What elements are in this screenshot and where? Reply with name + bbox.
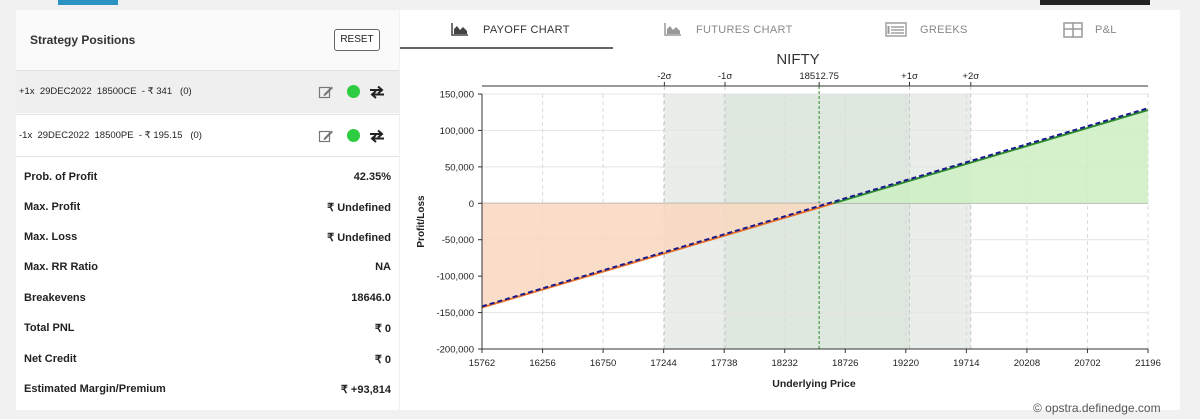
- stat-value: 42.35%: [353, 171, 391, 183]
- position-label: -1x 29DEC2022 18500PE - ₹ 195.15 (0): [19, 130, 202, 141]
- x-tick-label: 16256: [529, 358, 555, 369]
- sigma-label: -2σ: [657, 71, 671, 82]
- edit-icon[interactable]: [318, 128, 334, 144]
- sigma-label: +1σ: [901, 71, 918, 82]
- stat-total-pnl: Total PNL ₹ 0: [16, 313, 399, 343]
- tab-label: GREEKS: [920, 24, 968, 36]
- x-tick-label: 21196: [1135, 358, 1161, 369]
- x-tick-label: 17738: [711, 358, 737, 369]
- stat-max-loss: Max. Loss ₹ Undefined: [16, 222, 399, 252]
- tab-payoff-chart[interactable]: PAYOFF CHART: [400, 10, 613, 49]
- y-tick-label: -100,000: [436, 272, 474, 283]
- x-tick-label: 20208: [1014, 358, 1040, 369]
- y-tick-label: -50,000: [442, 235, 474, 246]
- y-tick-label: -200,000: [436, 345, 474, 356]
- edit-icon[interactable]: [318, 84, 334, 100]
- top-nav-tab[interactable]: [58, 0, 118, 5]
- stat-breakevens: Breakevens 18646.0: [16, 283, 399, 313]
- table-icon: [1063, 22, 1083, 38]
- stat-value: ₹ 0: [374, 354, 391, 366]
- strategy-header: Strategy Positions RESET: [16, 10, 399, 70]
- stat-net-credit: Net Credit ₹ 0: [16, 344, 399, 374]
- x-tick-label: 15762: [469, 358, 495, 369]
- stat-label: Max. Profit: [24, 201, 81, 213]
- stat-value: ₹ Undefined: [327, 232, 391, 244]
- tab-greeks[interactable]: GREEKS: [865, 10, 1005, 48]
- x-tick-label: 20702: [1074, 358, 1100, 369]
- stat-value: ₹ Undefined: [327, 202, 391, 214]
- area-chart-icon: [451, 23, 468, 36]
- sigma-label: -1σ: [718, 71, 732, 82]
- stat-value: NA: [375, 261, 391, 273]
- area-chart-icon: [664, 23, 681, 36]
- chart-title: NIFTY: [776, 51, 819, 68]
- x-tick-label: 16750: [590, 358, 616, 369]
- stat-max-rr-ratio: Max. RR Ratio NA: [16, 252, 399, 282]
- stat-label: Prob. of Profit: [24, 171, 98, 183]
- x-tick-label: 18726: [832, 358, 858, 369]
- x-tick-label: 19714: [953, 358, 979, 369]
- y-tick-label: 50,000: [445, 162, 474, 173]
- top-action-button[interactable]: [1040, 0, 1150, 5]
- y-tick-label: 150,000: [440, 90, 474, 101]
- stat-label: Max. RR Ratio: [24, 261, 98, 273]
- strategy-panel: Strategy Positions RESET +1x 29DEC2022 1…: [16, 10, 399, 410]
- swap-icon[interactable]: [368, 127, 386, 145]
- active-toggle[interactable]: [347, 129, 360, 142]
- position-row[interactable]: -1x 29DEC2022 18500PE - ₹ 195.15 (0): [16, 114, 399, 157]
- today-payoff-line: [481, 107, 1149, 308]
- position-row[interactable]: +1x 29DEC2022 18500CE - ₹ 341 (0): [16, 70, 399, 113]
- expiry-payoff-profit-segment: [833, 109, 1149, 205]
- y-tick-label: 100,000: [440, 126, 474, 137]
- stat-value: ₹ 0: [374, 323, 391, 335]
- y-tick-label: 0: [469, 199, 474, 210]
- stat-value: 18646.0: [351, 292, 391, 304]
- copyright-text: © opstra.definedge.com: [1033, 401, 1161, 415]
- chart-panel: PAYOFF CHART FUTURES CHART GREEKS P&L: [400, 10, 1180, 410]
- position-label: +1x 29DEC2022 18500CE - ₹ 341 (0): [19, 86, 192, 97]
- y-axis-title: Profit/Loss: [416, 195, 427, 248]
- tab-label: P&L: [1095, 24, 1117, 36]
- sigma-label: +2σ: [962, 71, 979, 82]
- tab-pnl[interactable]: P&L: [1050, 10, 1170, 48]
- stat-label: Net Credit: [24, 353, 77, 365]
- tab-label: FUTURES CHART: [696, 24, 793, 36]
- stat-label: Max. Loss: [24, 231, 78, 243]
- x-tick-label: 18232: [772, 358, 798, 369]
- stat-max-profit: Max. Profit ₹ Undefined: [16, 192, 399, 222]
- y-tick-label: -150,000: [436, 308, 474, 319]
- stat-estimated-margin: Estimated Margin/Premium ₹ +93,814: [16, 374, 399, 404]
- stat-label: Breakevens: [24, 292, 86, 304]
- active-tab-indicator: [400, 47, 613, 49]
- payoff-chart: 150,000 100,000 50,000 0 -50,000 -100,000 -150…: [416, 51, 1161, 390]
- active-toggle[interactable]: [347, 85, 360, 98]
- tab-label: PAYOFF CHART: [483, 24, 570, 36]
- list-icon: [885, 22, 907, 37]
- x-tick-label: 19220: [893, 358, 919, 369]
- reset-button[interactable]: RESET: [334, 29, 380, 51]
- expiry-payoff-loss-segment: [481, 202, 834, 309]
- stat-value: ₹ +93,814: [340, 384, 391, 396]
- x-axis-title: Underlying Price: [772, 378, 856, 390]
- strategy-title: Strategy Positions: [30, 33, 136, 47]
- tab-futures-chart[interactable]: FUTURES CHART: [640, 10, 830, 48]
- swap-icon[interactable]: [368, 83, 386, 101]
- stat-label: Total PNL: [24, 322, 75, 334]
- x-tick-label: 17244: [650, 358, 676, 369]
- stat-prob-of-profit: Prob. of Profit 42.35%: [16, 162, 399, 192]
- spot-label: 18512.75: [799, 71, 839, 82]
- stat-label: Estimated Margin/Premium: [24, 383, 166, 395]
